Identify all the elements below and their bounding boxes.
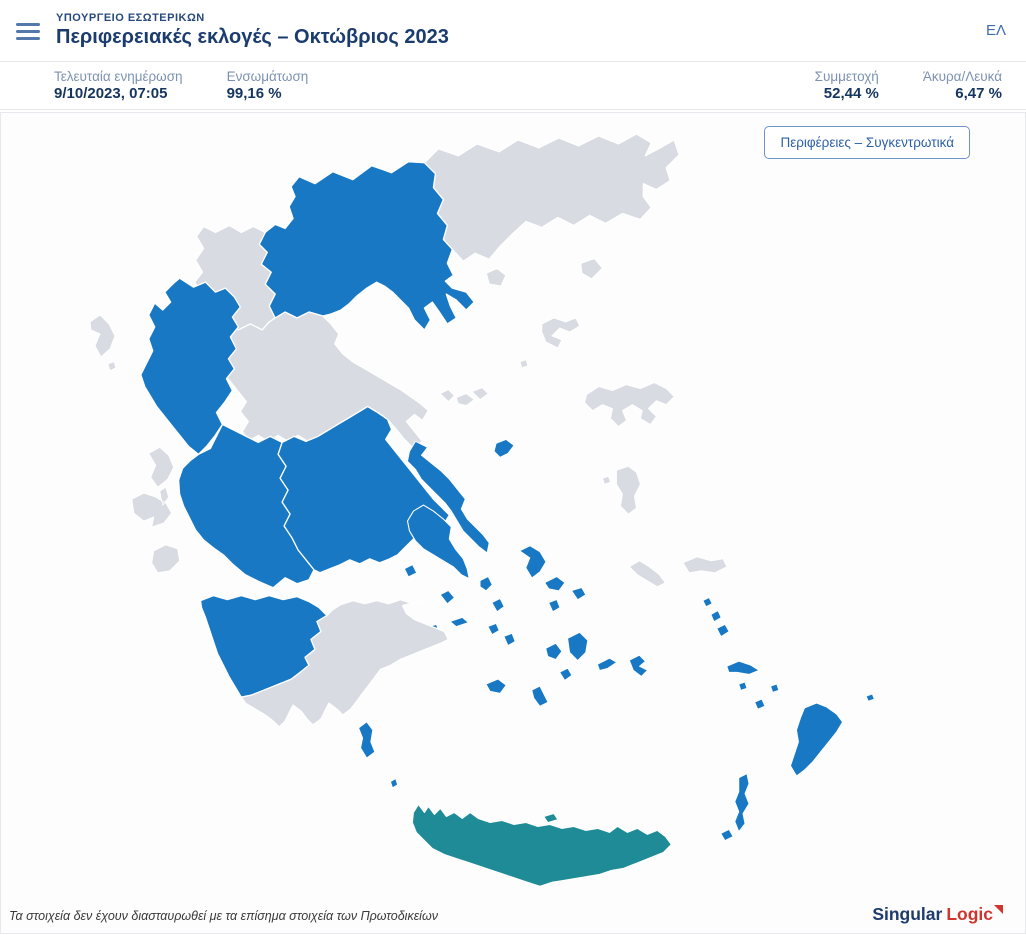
region-north-aegean[interactable]: [519, 317, 728, 588]
region-crete[interactable]: [412, 804, 672, 887]
page-title: Περιφερειακές εκλογές – Οκτώβριος 2023: [56, 26, 449, 48]
title-block: ΥΠΟΥΡΓΕΙΟ ΕΣΩΤΕΡΙΚΩΝ Περιφερειακές εκλογ…: [56, 12, 449, 49]
stat-label: Άκυρα/Λευκά: [922, 69, 1002, 84]
stat-turnout: Συμμετοχή 52,44 %: [815, 69, 879, 102]
stat-value: 99,16 %: [226, 85, 282, 102]
region-epirus[interactable]: [140, 277, 241, 455]
region-ionian-islands[interactable]: [89, 314, 181, 574]
stat-label: Τελευταία ενημέρωση: [54, 69, 183, 84]
region-eastern-macedonia-thrace[interactable]: [423, 133, 680, 287]
stat-invalid-blank: Άκυρα/Λευκά 6,47 %: [923, 69, 1002, 102]
logo-flag-icon: [994, 905, 1003, 914]
map-panel: Περιφέρειες – Συγκεντρωτικά Τα στοιχεία …: [0, 112, 1026, 934]
app-header: ΥΠΟΥΡΓΕΙΟ ΕΣΩΤΕΡΙΚΩΝ Περιφερειακές εκλογ…: [0, 0, 1026, 62]
logo-text-logic: Logic: [946, 904, 993, 924]
stat-label: Ενσωμάτωση: [226, 69, 309, 84]
stat-value: 6,47 %: [955, 85, 1002, 102]
region-peloponnese[interactable]: [240, 598, 449, 728]
stat-last-update: Τελευταία ενημέρωση 9/10/2023, 07:05: [54, 69, 183, 102]
stat-integration: Ενσωμάτωση 99,16 %: [227, 69, 309, 102]
stats-bar: Τελευταία ενημέρωση 9/10/2023, 07:05 Ενσ…: [0, 62, 1026, 110]
disclaimer-note: Τα στοιχεία δεν έχουν διασταυρωθεί με τα…: [9, 909, 438, 923]
region-attica[interactable]: [358, 504, 470, 789]
hamburger-menu-icon[interactable]: [16, 19, 40, 44]
language-switch[interactable]: ΕΛ: [985, 22, 1006, 39]
region-south-aegean[interactable]: [479, 545, 875, 841]
regions-aggregate-button[interactable]: Περιφέρειες – Συγκεντρωτικά: [764, 126, 970, 159]
stat-label: Συμμετοχή: [814, 69, 879, 84]
stat-value: 9/10/2023, 07:05: [54, 85, 168, 102]
logo-text-singular: Singular: [872, 904, 943, 924]
singularlogic-logo: Singular Logic: [872, 904, 1003, 925]
greece-map-canvas: [89, 133, 875, 887]
ministry-label: ΥΠΟΥΡΓΕΙΟ ΕΣΩΤΕΡΙΚΩΝ: [56, 12, 205, 24]
stat-value: 52,44 %: [823, 85, 879, 102]
